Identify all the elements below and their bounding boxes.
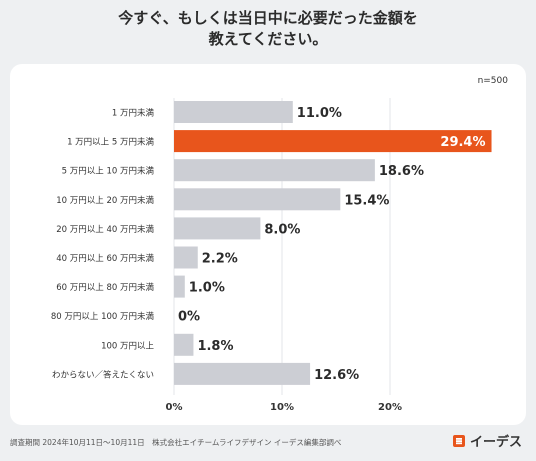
sample-size: n=500 — [477, 76, 508, 86]
x-tick-label: 20% — [378, 402, 402, 413]
data-label: 1.0% — [189, 281, 225, 296]
category-label: 60 万円以上 80 万円未満 — [56, 282, 154, 293]
edes-logo-icon — [452, 434, 465, 447]
chart-card: n=500 0% 10% 20% 1 万円未満 11.0% 1 万円以上 5 万円未満 29… — [10, 64, 526, 425]
category-label: 5 万円以上 10 万円未満 — [62, 166, 155, 177]
bar — [174, 130, 492, 153]
category-label: 1 万円未満 — [112, 108, 155, 119]
bar — [174, 217, 261, 240]
data-label: 29.4% — [440, 135, 485, 150]
brand-name: イーデス — [469, 435, 522, 450]
data-label: 18.6% — [379, 164, 424, 179]
data-label: 0% — [178, 310, 200, 325]
bar — [174, 275, 185, 298]
data-label: 11.0% — [297, 106, 342, 121]
chart-title-line-1: 今すぐ、もしくは当日中に必要だった金額を — [118, 9, 418, 27]
brand-logo: イーデス — [452, 431, 522, 450]
chart-title-line-2: 教えてください。 — [208, 30, 328, 48]
bar — [174, 188, 341, 211]
data-label: 8.0% — [264, 222, 300, 237]
bar-chart: 0% 10% 20% 1 万円未満 11.0% 1 万円以上 5 万円未満 29.4% 5 万… — [51, 98, 492, 413]
bar — [174, 101, 293, 123]
category-label: 80 万円以上 100 万円未満 — [51, 311, 155, 322]
survey-note: 調査期間 2024年10月11日〜10月11日 株式会社エイチームライフデザイン… — [10, 438, 342, 447]
data-label: 2.2% — [202, 252, 238, 267]
data-label: 12.6% — [314, 368, 359, 383]
data-label: 15.4% — [344, 193, 389, 208]
bar — [174, 362, 311, 385]
chart-title: 今すぐ、もしくは当日中に必要だった金額を 教えてください。 — [0, 8, 536, 50]
category-label: わからない／答えたくない — [52, 369, 154, 380]
bar — [174, 159, 375, 182]
data-label: 1.8% — [197, 339, 233, 354]
category-label: 1 万円以上 5 万円未満 — [67, 137, 154, 148]
x-tick-label: 0% — [166, 402, 183, 413]
category-label: 40 万円以上 60 万円未満 — [56, 253, 154, 264]
category-label: 100 万円以上 — [101, 341, 154, 351]
category-label: 10 万円以上 20 万円未満 — [56, 195, 154, 206]
x-tick-label: 10% — [270, 402, 294, 413]
category-label: 20 万円以上 40 万円未満 — [56, 224, 154, 235]
bar — [174, 333, 194, 356]
bar — [174, 246, 198, 269]
